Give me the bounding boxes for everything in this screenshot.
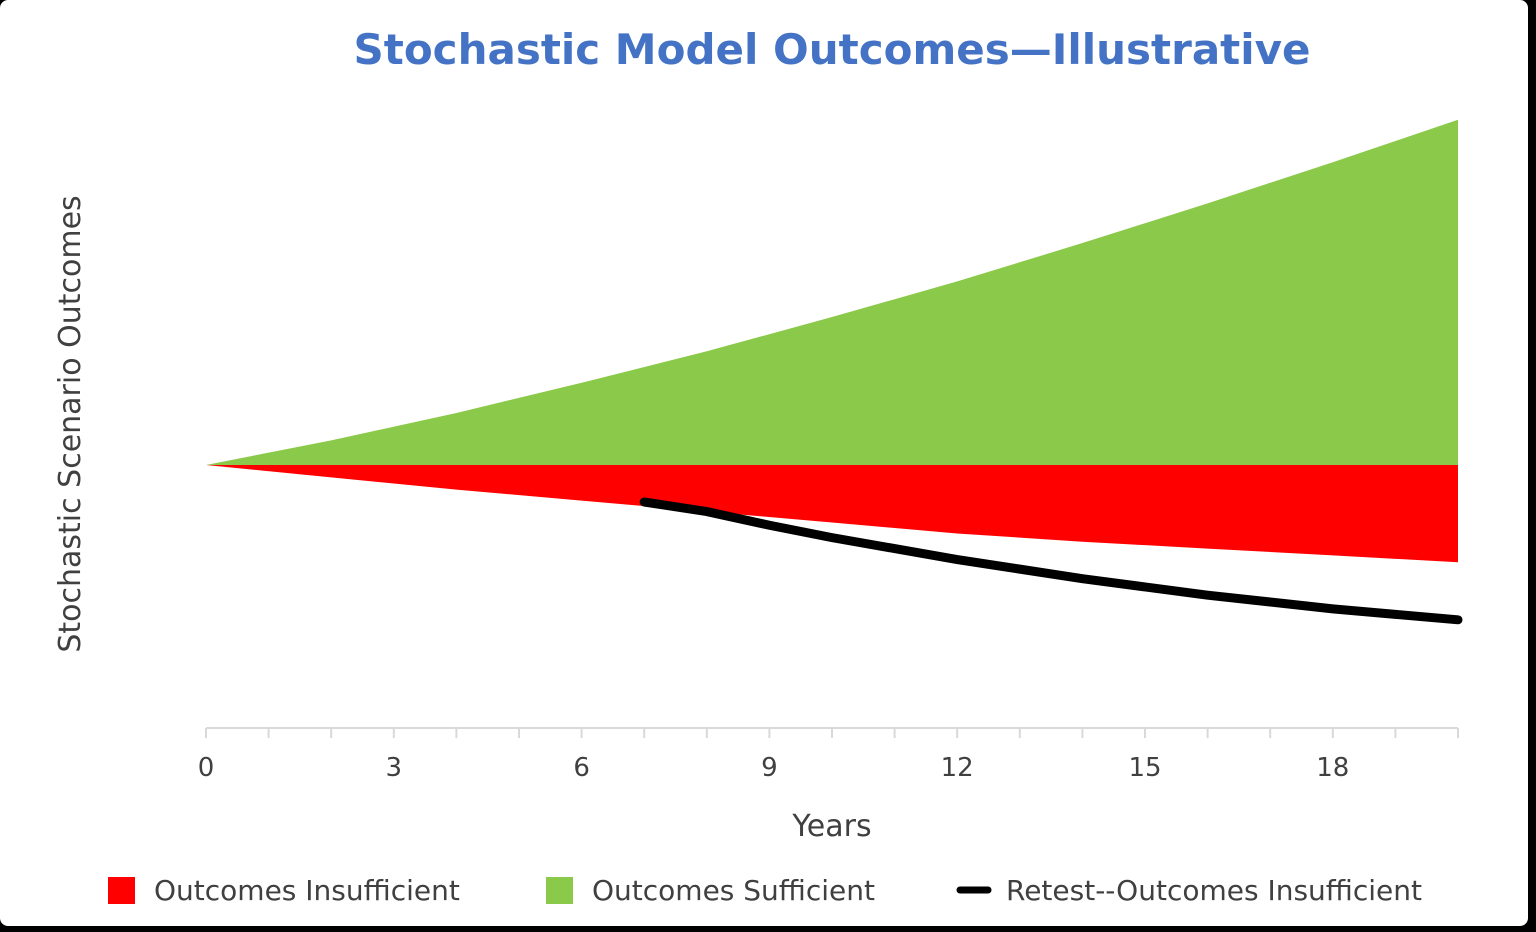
legend-item-outcomes-sufficient: Outcomes Sufficient — [546, 874, 875, 907]
legend-item-retest-outcomes-insufficient: Retest--Outcomes Insufficient — [956, 874, 1422, 907]
x-tick-label: 0 — [198, 753, 215, 783]
x-tick-label: 15 — [1128, 753, 1161, 783]
area-outcomes-sufficient — [206, 119, 1458, 465]
y-axis-title: Stochastic Scenario Outcomes — [53, 195, 88, 652]
x-axis-title: Years — [791, 809, 871, 844]
plot-area — [206, 119, 1463, 625]
chart-title: Stochastic Model Outcomes—Illustrative — [354, 25, 1311, 74]
x-tick-label: 18 — [1316, 753, 1349, 783]
x-tick-label: 6 — [573, 753, 590, 783]
x-tick-label: 9 — [761, 753, 778, 783]
x-tick-label: 12 — [941, 753, 974, 783]
area-outcomes-insufficient — [206, 465, 1458, 563]
legend-swatch — [546, 877, 573, 904]
legend-item-outcomes-insufficient: Outcomes Insufficient — [108, 874, 460, 907]
legend-label: Retest--Outcomes Insufficient — [1006, 874, 1422, 907]
legend-label: Outcomes Insufficient — [154, 874, 460, 907]
x-tick-label: 3 — [386, 753, 403, 783]
legend-label: Outcomes Sufficient — [592, 874, 875, 907]
legend-swatch — [108, 877, 135, 904]
line-retest-outcomes-insufficient — [639, 497, 1463, 625]
x-axis: 0 3 6 9 12 15 18 — [198, 727, 1459, 783]
legend: Outcomes Insufficient Outcomes Sufficient… — [108, 874, 1422, 907]
